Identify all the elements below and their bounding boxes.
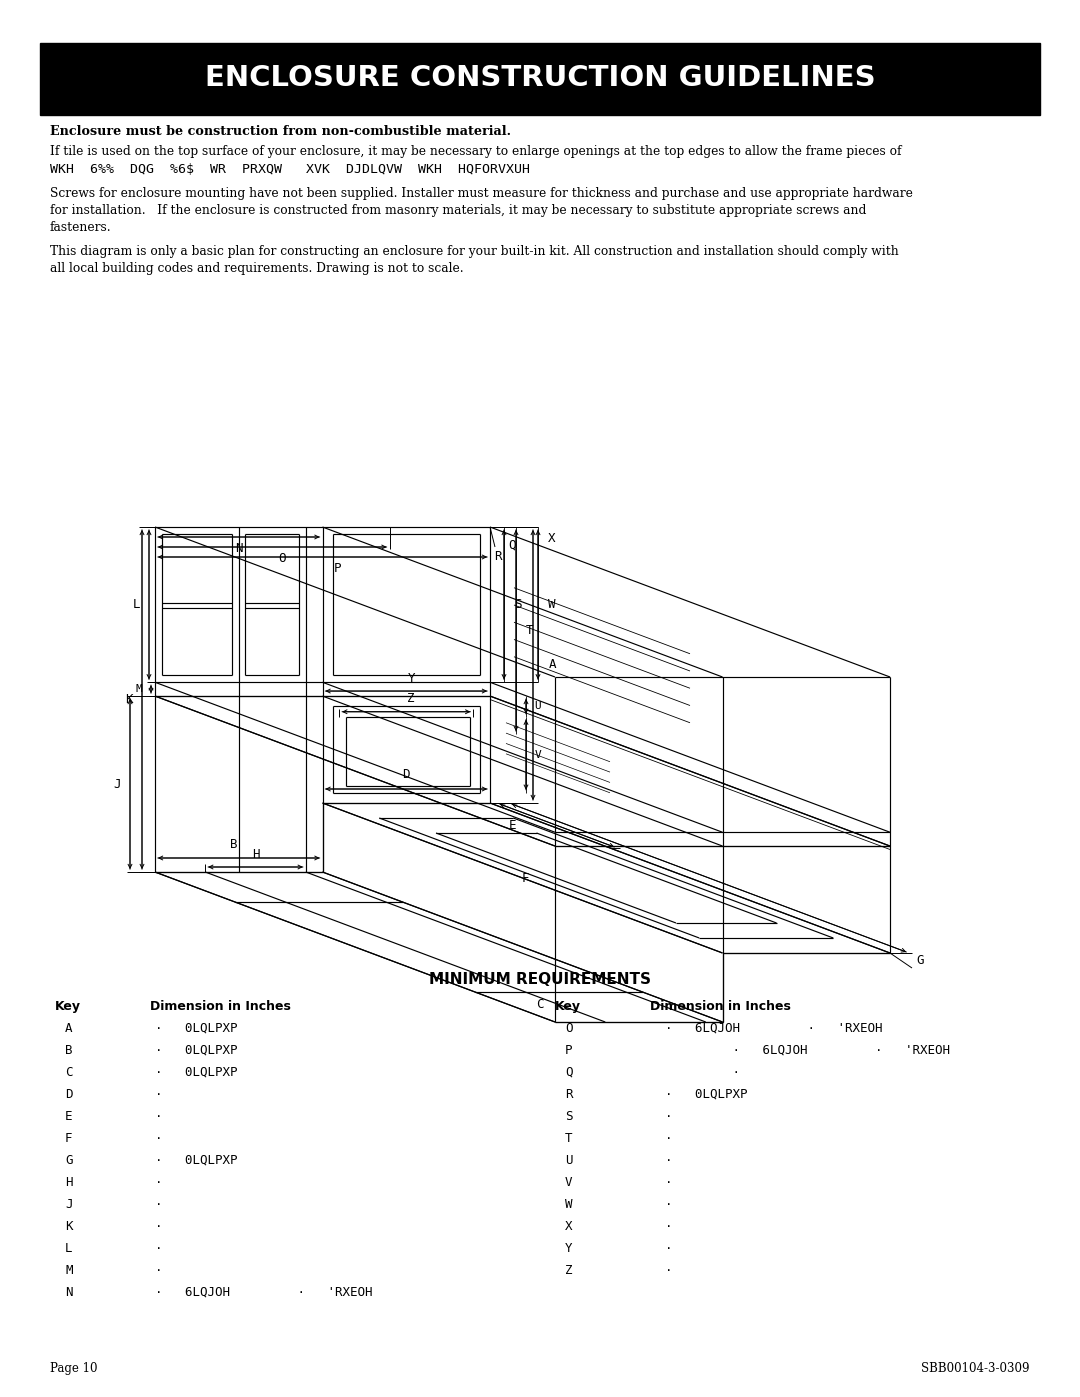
Text: H: H <box>65 1176 72 1189</box>
Text: This diagram is only a basic plan for constructing an enclosure for your built-i: This diagram is only a basic plan for co… <box>50 244 899 258</box>
Text: F: F <box>522 872 529 884</box>
Text: C: C <box>537 997 543 1010</box>
Text: ·: · <box>156 1176 162 1189</box>
Text: ·: · <box>156 1242 162 1255</box>
Text: ·: · <box>156 1220 162 1234</box>
Text: M: M <box>136 685 143 694</box>
Text: F: F <box>65 1132 72 1146</box>
Text: Key: Key <box>555 1000 581 1013</box>
Text: ·   6LQJOH         ·   'RXEOH: · 6LQJOH · 'RXEOH <box>156 1287 373 1299</box>
Text: X: X <box>565 1220 572 1234</box>
Text: MINIMUM REQUIREMENTS: MINIMUM REQUIREMENTS <box>429 972 651 988</box>
Text: ·: · <box>665 1176 673 1189</box>
Text: O: O <box>565 1023 572 1035</box>
Text: ENCLOSURE CONSTRUCTION GUIDELINES: ENCLOSURE CONSTRUCTION GUIDELINES <box>205 64 875 92</box>
Text: ·: · <box>665 1111 673 1123</box>
Text: S: S <box>514 598 522 610</box>
Text: ·   6LQJOH         ·   'RXEOH: · 6LQJOH · 'RXEOH <box>665 1023 882 1035</box>
Text: M: M <box>65 1264 72 1277</box>
Text: R: R <box>565 1088 572 1101</box>
Text: R: R <box>495 550 502 563</box>
Text: Screws for enclosure mounting have not been supplied. Installer must measure for: Screws for enclosure mounting have not b… <box>50 187 913 200</box>
Text: all local building codes and requirements. Drawing is not to scale.: all local building codes and requirement… <box>50 263 463 275</box>
Text: X: X <box>549 532 556 545</box>
Text: L: L <box>65 1242 72 1255</box>
Text: Key: Key <box>55 1000 81 1013</box>
Text: Q: Q <box>565 1066 572 1078</box>
Text: S: S <box>565 1111 572 1123</box>
Text: ·   0LQLPXP: · 0LQLPXP <box>156 1066 238 1078</box>
Text: fasteners.: fasteners. <box>50 221 111 235</box>
Text: ·   0LQLPXP: · 0LQLPXP <box>156 1154 238 1166</box>
Text: D: D <box>65 1088 72 1101</box>
Text: ·   0LQLPXP: · 0LQLPXP <box>156 1023 238 1035</box>
Text: E: E <box>65 1111 72 1123</box>
Text: U: U <box>565 1154 572 1166</box>
Text: P: P <box>565 1044 572 1058</box>
Text: Dimension in Inches: Dimension in Inches <box>150 1000 291 1013</box>
Text: W: W <box>565 1199 572 1211</box>
Text: ·: · <box>665 1242 673 1255</box>
Text: ·: · <box>156 1264 162 1277</box>
Text: V: V <box>535 750 541 760</box>
Text: ·: · <box>665 1264 673 1277</box>
Text: D: D <box>403 768 410 781</box>
Text: C: C <box>65 1066 72 1078</box>
Text: ·: · <box>156 1088 162 1101</box>
Text: N: N <box>235 542 243 555</box>
Text: Y: Y <box>407 672 415 685</box>
Text: T: T <box>526 624 534 637</box>
Text: V: V <box>565 1176 572 1189</box>
Text: A: A <box>65 1023 72 1035</box>
Text: P: P <box>334 562 341 574</box>
Text: B: B <box>230 837 238 851</box>
Text: T: T <box>565 1132 572 1146</box>
Text: Dimension in Inches: Dimension in Inches <box>650 1000 791 1013</box>
Text: ·: · <box>156 1199 162 1211</box>
Text: ·: · <box>665 1199 673 1211</box>
Text: E: E <box>509 819 516 833</box>
Text: J: J <box>65 1199 72 1211</box>
Text: O: O <box>279 552 286 564</box>
Text: L: L <box>133 598 140 610</box>
Text: W: W <box>549 598 556 610</box>
Text: ·   6LQJOH         ·   'RXEOH: · 6LQJOH · 'RXEOH <box>665 1044 950 1058</box>
Text: ·: · <box>156 1111 162 1123</box>
Text: ·   0LQLPXP: · 0LQLPXP <box>156 1044 238 1058</box>
Text: If tile is used on the top surface of your enclosure, it may be necessary to enl: If tile is used on the top surface of yo… <box>50 145 902 158</box>
Text: ·: · <box>665 1132 673 1146</box>
Text: WKH  6%%  DQG  %6$  WR  PRXQW   XVK  DJDLQVW  WKH  HQFORVXUH: WKH 6%% DQG %6$ WR PRXQW XVK DJDLQVW WKH… <box>50 163 530 176</box>
Bar <box>40 43 1040 115</box>
Text: Q: Q <box>509 538 516 552</box>
Text: Page 10: Page 10 <box>50 1362 97 1375</box>
Text: H: H <box>252 848 259 862</box>
Text: B: B <box>65 1044 72 1058</box>
Text: ·: · <box>665 1220 673 1234</box>
Text: for installation.   If the enclosure is constructed from masonry materials, it m: for installation. If the enclosure is co… <box>50 204 866 217</box>
Text: Z: Z <box>565 1264 572 1277</box>
Text: G: G <box>65 1154 72 1166</box>
Text: G: G <box>916 954 923 968</box>
Text: Enclosure must be construction from non-combustible material.: Enclosure must be construction from non-… <box>50 124 511 138</box>
Text: N: N <box>65 1287 72 1299</box>
Text: U: U <box>535 701 541 711</box>
Text: ·   0LQLPXP: · 0LQLPXP <box>665 1088 747 1101</box>
Text: ·: · <box>156 1132 162 1146</box>
Text: Y: Y <box>565 1242 572 1255</box>
Text: ·: · <box>665 1154 673 1166</box>
Text: K: K <box>125 693 133 705</box>
Text: SBB00104-3-0309: SBB00104-3-0309 <box>921 1362 1030 1375</box>
Text: J: J <box>113 778 121 791</box>
Text: Z: Z <box>407 693 415 705</box>
Text: K: K <box>65 1220 72 1234</box>
Text: ·: · <box>665 1066 740 1078</box>
Text: A: A <box>550 658 557 672</box>
